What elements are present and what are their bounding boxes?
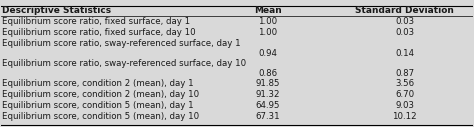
Text: Equilibrium score, condition 5 (mean), day 1: Equilibrium score, condition 5 (mean), d…: [1, 101, 193, 110]
Text: 0.86: 0.86: [258, 69, 277, 78]
Text: Standard Deviation: Standard Deviation: [356, 6, 454, 15]
Text: 9.03: 9.03: [395, 101, 414, 110]
Text: 0.03: 0.03: [395, 28, 414, 37]
Text: 1.00: 1.00: [258, 17, 277, 26]
Text: 67.31: 67.31: [255, 112, 280, 121]
Text: 0.94: 0.94: [258, 49, 277, 58]
Text: 10.12: 10.12: [392, 112, 417, 121]
Text: Equilibrium score ratio, sway-referenced surface, day 1: Equilibrium score ratio, sway-referenced…: [1, 39, 240, 48]
Text: 0.87: 0.87: [395, 69, 414, 78]
Text: 0.03: 0.03: [395, 17, 414, 26]
Text: Equilibrium score ratio, fixed surface, day 10: Equilibrium score ratio, fixed surface, …: [1, 28, 195, 37]
Text: Descriptive Statistics: Descriptive Statistics: [1, 6, 111, 15]
Text: Equilibrium score ratio, sway-referenced surface, day 10: Equilibrium score ratio, sway-referenced…: [1, 59, 246, 68]
Text: Equilibrium score, condition 2 (mean), day 10: Equilibrium score, condition 2 (mean), d…: [1, 90, 199, 99]
Text: 64.95: 64.95: [255, 101, 280, 110]
Text: 91.85: 91.85: [255, 79, 280, 88]
Text: 3.56: 3.56: [395, 79, 414, 88]
Text: Equilibrium score, condition 2 (mean), day 1: Equilibrium score, condition 2 (mean), d…: [1, 79, 193, 88]
Text: Equilibrium score ratio, fixed surface, day 1: Equilibrium score ratio, fixed surface, …: [1, 17, 190, 26]
Text: 1.00: 1.00: [258, 28, 277, 37]
Text: Mean: Mean: [254, 6, 282, 15]
Text: 91.32: 91.32: [255, 90, 280, 99]
Text: 6.70: 6.70: [395, 90, 414, 99]
Text: 0.14: 0.14: [395, 49, 414, 58]
Text: Equilibrium score, condition 5 (mean), day 10: Equilibrium score, condition 5 (mean), d…: [1, 112, 199, 121]
